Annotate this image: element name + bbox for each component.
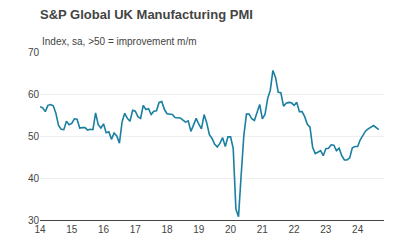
svg-text:22: 22	[289, 224, 301, 235]
svg-text:70: 70	[28, 47, 40, 58]
svg-text:24: 24	[352, 224, 364, 235]
svg-text:14: 14	[34, 224, 46, 235]
svg-text:19: 19	[193, 224, 205, 235]
svg-text:50: 50	[28, 131, 40, 142]
svg-text:S&P Global UK Manufacturing PM: S&P Global UK Manufacturing PMI	[40, 7, 253, 22]
svg-text:17: 17	[130, 224, 142, 235]
svg-text:16: 16	[98, 224, 110, 235]
svg-text:15: 15	[66, 224, 78, 235]
svg-text:60: 60	[28, 89, 40, 100]
svg-text:Index, sa, >50 = improvement m: Index, sa, >50 = improvement m/m	[42, 36, 197, 47]
svg-text:40: 40	[28, 173, 40, 184]
svg-text:30: 30	[28, 215, 40, 226]
svg-text:21: 21	[257, 224, 269, 235]
svg-text:23: 23	[320, 224, 332, 235]
svg-text:20: 20	[225, 224, 237, 235]
svg-text:18: 18	[161, 224, 173, 235]
